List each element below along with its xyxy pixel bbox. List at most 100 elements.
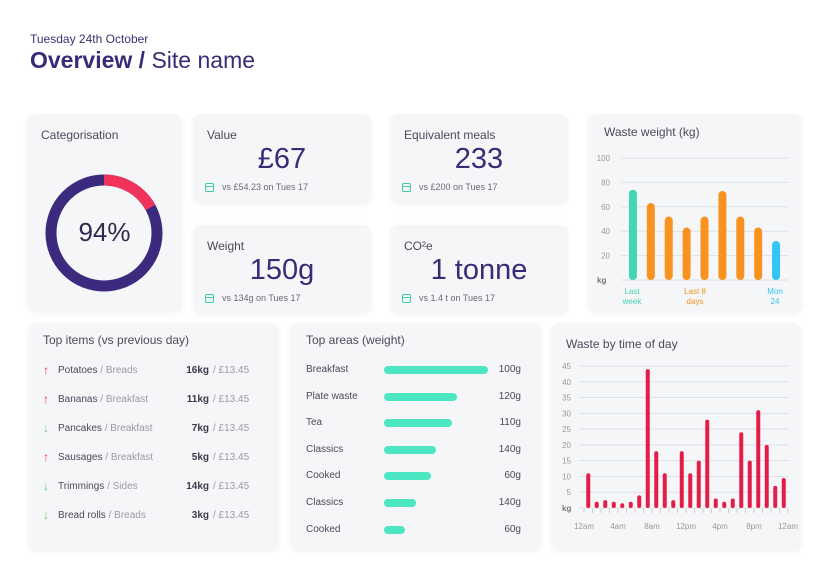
- co2-comparison: vs 1.4 t on Tues 17: [402, 293, 495, 303]
- top-area-value: 100g: [498, 364, 521, 375]
- waste-time-bar: [637, 495, 642, 508]
- waste-time-bar: [773, 485, 778, 508]
- y-tick-label: 15: [562, 457, 571, 466]
- waste-weight-bar: [736, 216, 745, 280]
- y-tick-label: 45: [562, 362, 571, 371]
- top-item-price: / £13.45: [213, 394, 250, 405]
- top-area-row[interactable]: Breakfast 100g: [290, 363, 541, 377]
- top-item-price: / £13.45: [213, 423, 250, 434]
- header-date: Tuesday 24th October: [30, 32, 149, 46]
- top-item-row[interactable]: ↑ Bananas / Breakfast 11kg / £13.45: [28, 392, 279, 408]
- waste-time-bar: [722, 501, 727, 508]
- waste-weight-bar: [772, 240, 781, 280]
- meals-card: Equivalent meals 233 vs £200 on Tues 17: [390, 114, 568, 203]
- top-area-label: Classics: [306, 497, 344, 508]
- top-area-row[interactable]: Cooked 60g: [290, 523, 541, 537]
- waste-time-bar: [730, 498, 735, 508]
- top-item-label: Bread rolls: [58, 510, 106, 521]
- top-area-value: 140g: [498, 497, 521, 508]
- top-item-name: Pancakes / Breakfast: [58, 423, 153, 434]
- top-areas-title: Top areas (weight): [306, 333, 405, 347]
- top-area-bar: [384, 472, 431, 481]
- top-area-row[interactable]: Classics 140g: [290, 443, 541, 457]
- waste-time-bar: [764, 444, 769, 508]
- y-tick-label: 80: [601, 178, 610, 187]
- meals-title: Equivalent meals: [404, 128, 496, 142]
- top-item-weight: 3kg: [191, 510, 209, 521]
- top-item-row[interactable]: ↑ Sausages / Breakfast 5kg / £13.45: [28, 450, 279, 466]
- waste-time-bar: [671, 500, 676, 508]
- y-tick-label: 40: [601, 227, 610, 236]
- top-item-category: / Breakfast: [102, 452, 154, 463]
- top-items-card: Top items (vs previous day) ↑ Potatoes / …: [28, 323, 279, 550]
- top-item-weight: 11kg: [186, 394, 209, 405]
- waste-time-title: Waste by time of day: [566, 337, 678, 351]
- top-items-title: Top items (vs previous day): [43, 333, 190, 347]
- meals-comparison: vs £200 on Tues 17: [402, 182, 498, 192]
- waste-weight-x-label: Mon: [767, 287, 783, 296]
- top-area-value: 120g: [498, 390, 521, 402]
- meals-amount: 233: [454, 143, 504, 175]
- waste-time-bar: [603, 500, 608, 508]
- value-comparison: vs £54.23 on Tues 17: [205, 182, 308, 192]
- waste-time-bar: [739, 432, 744, 508]
- waste-weight-x-label: Last 8: [684, 287, 706, 296]
- waste-weight-title: Waste weight (kg): [604, 125, 700, 139]
- top-area-bar: [384, 445, 436, 454]
- top-area-value: 60g: [504, 523, 521, 535]
- top-area-bar: [384, 419, 452, 428]
- waste-time-bar: [611, 501, 616, 508]
- waste-weight-x-label: days: [687, 297, 704, 306]
- weight-amount: 150g: [249, 254, 315, 286]
- calendar-icon: [402, 182, 411, 192]
- co2-card: CO²e 1 tonne vs 1.4 t on Tues 17: [390, 225, 568, 313]
- top-area-label: Plate waste: [306, 390, 358, 402]
- waste-weight-bar: [664, 216, 673, 280]
- arrow-up-icon: ↑: [43, 363, 49, 377]
- co2-title: CO²e: [404, 239, 433, 253]
- waste-weight-bar: [628, 189, 637, 280]
- top-area-row[interactable]: Classics 140g: [290, 496, 541, 510]
- categorisation-percent: 94%: [78, 217, 131, 247]
- top-item-row[interactable]: ↓ Pancakes / Breakfast 7kg / £13.45: [28, 421, 279, 437]
- waste-weight-x-label: Last: [624, 287, 640, 296]
- top-item-row[interactable]: ↓ Trimmings / Sides 14kg / £13.45: [28, 479, 279, 495]
- categorisation-card: Categorisation 94%: [27, 114, 182, 311]
- arrow-down-icon: ↓: [43, 421, 49, 435]
- top-area-label: Classics: [306, 443, 344, 455]
- y-tick-label: 20: [562, 441, 571, 450]
- waste-time-bar: [594, 501, 599, 508]
- co2-comparison-text: vs 1.4 t on Tues 17: [419, 293, 496, 303]
- waste-time-bar: [654, 451, 659, 508]
- top-area-label: Breakfast: [306, 364, 349, 375]
- top-area-row[interactable]: Cooked 60g: [290, 469, 541, 483]
- top-item-category: / Breads: [105, 510, 146, 521]
- waste-weight-card: Waste weight (kg) kg 20 40 60 80 100 Last week L…: [588, 114, 802, 312]
- top-area-row[interactable]: Plate waste 120g: [290, 390, 541, 404]
- page-title-overview: Overview /: [30, 47, 146, 73]
- top-item-row[interactable]: ↓ Bread rolls / Breads 3kg / £13.45: [28, 508, 279, 524]
- calendar-icon: [205, 182, 214, 192]
- waste-time-bar: [756, 410, 761, 508]
- x-tick-label: 4pm: [712, 522, 728, 531]
- waste-weight-x-label: week: [622, 297, 643, 306]
- waste-time-bar: [696, 460, 701, 508]
- value-card: Value £67 vs £54.23 on Tues 17: [193, 114, 371, 203]
- top-area-row[interactable]: Tea 110g: [290, 416, 541, 430]
- weight-card: Weight 150g vs 134g on Tues 17: [193, 225, 371, 313]
- top-area-value: 140g: [498, 443, 521, 455]
- top-areas-card: Top areas (weight) Breakfast 100g Plate wa…: [290, 323, 541, 550]
- top-item-price: / £13.45: [213, 452, 250, 463]
- categorisation-donut: [45, 174, 163, 292]
- categorisation-title: Categorisation: [41, 128, 119, 142]
- waste-time-bar: [586, 473, 591, 508]
- calendar-icon: [205, 293, 214, 303]
- top-item-category: / Breakfast: [97, 394, 149, 405]
- top-item-row[interactable]: ↑ Potatoes / Breads 16kg / £13.45: [28, 363, 279, 379]
- y-tick-label: 10: [562, 472, 571, 481]
- top-area-bar: [384, 366, 488, 374]
- waste-time-unit: kg: [562, 504, 571, 513]
- y-tick-label: 60: [601, 203, 610, 212]
